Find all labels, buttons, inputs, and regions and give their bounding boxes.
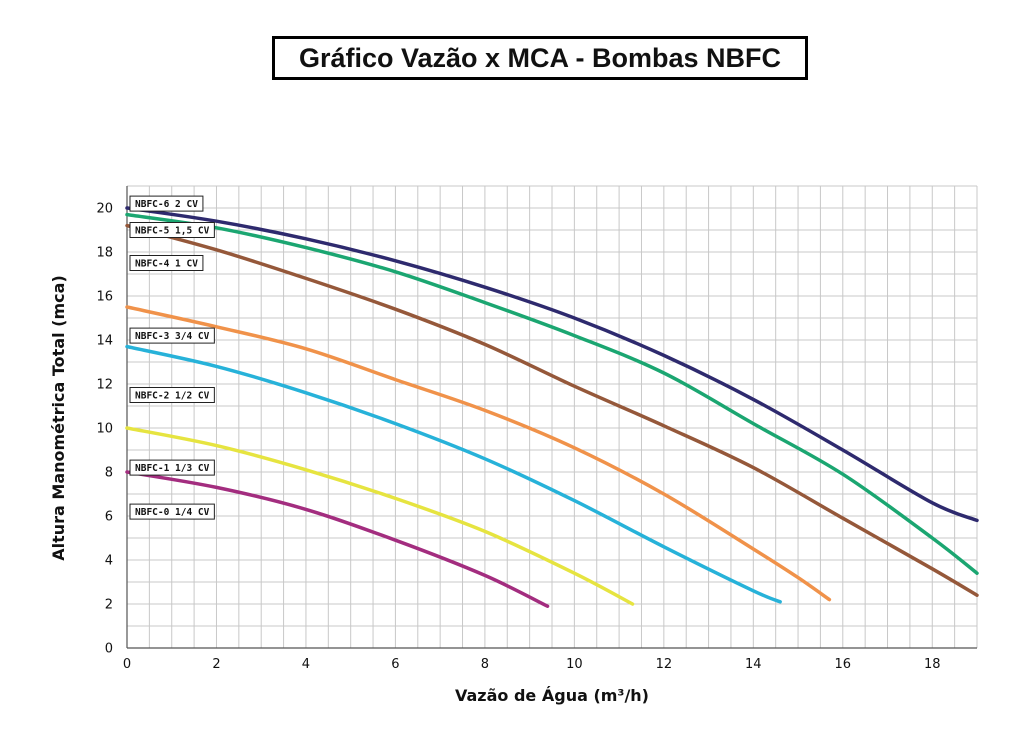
y-tick-label: 10 [96,422,113,437]
series-line-nbfc-2-1-2-cv [125,344,782,604]
series-label-nbfc-6-2-cv: NBFC-6 2 CV [129,195,204,212]
series-line-nbfc-5-1-5-cv [125,212,979,575]
series-label-text: NBFC-4 1 CV [135,259,198,270]
series-label-nbfc-4-1-cv: NBFC-4 1 CV [129,255,204,271]
series-label-text: NBFC-5 1,5 CV [135,226,210,237]
series-label-nbfc-1-1-3-cv: NBFC-1 1/3 CV [129,459,215,476]
series-label-box [129,222,215,238]
y-tick-label: 16 [96,290,113,305]
x-axis-title: Vazão de Água (m³/h) [455,686,649,705]
chart-title: Gráfico Vazão x MCA - Bombas NBFC [272,36,808,80]
y-axis-title: Altura Manométrica Total (mca) [49,275,68,561]
series-label-box [129,255,204,271]
x-tick-label: 2 [212,657,220,672]
x-tick-label: 16 [835,657,852,672]
series-line-nbfc-4-1-cv [125,223,979,597]
axes [126,186,977,649]
series-label-text: NBFC-6 2 CV [135,199,198,210]
series-label-box [129,459,215,476]
y-tick-label: 14 [96,334,113,349]
series-labels: NBFC-6 2 CV NBFC-5 1,5 CV NBFC-4 1 CV NBFC-… [129,195,215,520]
series-label-box [129,327,215,344]
x-tick-label: 0 [123,657,131,672]
x-tick-label: 18 [924,657,941,672]
series-line-nbfc-0-1-4-cv [125,470,550,608]
series-label-box [129,195,204,212]
y-tick-label: 2 [105,598,113,613]
y-tick-label: 0 [105,642,113,657]
x-tick-label: 4 [302,657,310,672]
x-tick-label: 12 [656,657,673,672]
x-tick-label: 10 [566,657,583,672]
x-tick-label: 8 [481,657,489,672]
grid [126,185,978,649]
series-label-nbfc-3-3-4-cv: NBFC-3 3/4 CV [129,327,215,344]
series-label-nbfc-2-1-2-cv: NBFC-2 1/2 CV [129,387,215,403]
series-label-nbfc-0-1-4-cv: NBFC-0 1/4 CV [129,503,215,520]
y-tick-label: 20 [96,202,113,217]
series-label-text: NBFC-3 3/4 CV [135,331,210,342]
series-label-box [129,503,215,520]
x-tick-label: 14 [745,657,762,672]
series-label-nbfc-5-1-5-cv: NBFC-5 1,5 CV [129,222,215,238]
y-tick-label: 12 [96,378,113,393]
series-label-box [129,387,215,403]
y-tick-label: 8 [105,466,113,481]
x-tick-label: 6 [391,657,399,672]
y-tick-label: 18 [96,246,113,261]
series-label-text: NBFC-0 1/4 CV [135,507,210,518]
tick-labels: 0 2 4 6 8 10 12 14 16 18 0 2 4 6 8 10 12 14 16 18 20 [96,202,940,673]
series-line-nbfc-3-3-4-cv [125,305,832,602]
y-tick-label: 4 [105,554,113,569]
series-label-text: NBFC-2 1/2 CV [135,391,210,402]
series-line-nbfc-6-2-cv [125,206,979,523]
series-line-nbfc-1-1-3-cv [125,426,635,606]
y-tick-label: 6 [105,510,113,525]
series-lines [125,206,979,608]
series-label-text: NBFC-1 1/3 CV [135,463,210,474]
